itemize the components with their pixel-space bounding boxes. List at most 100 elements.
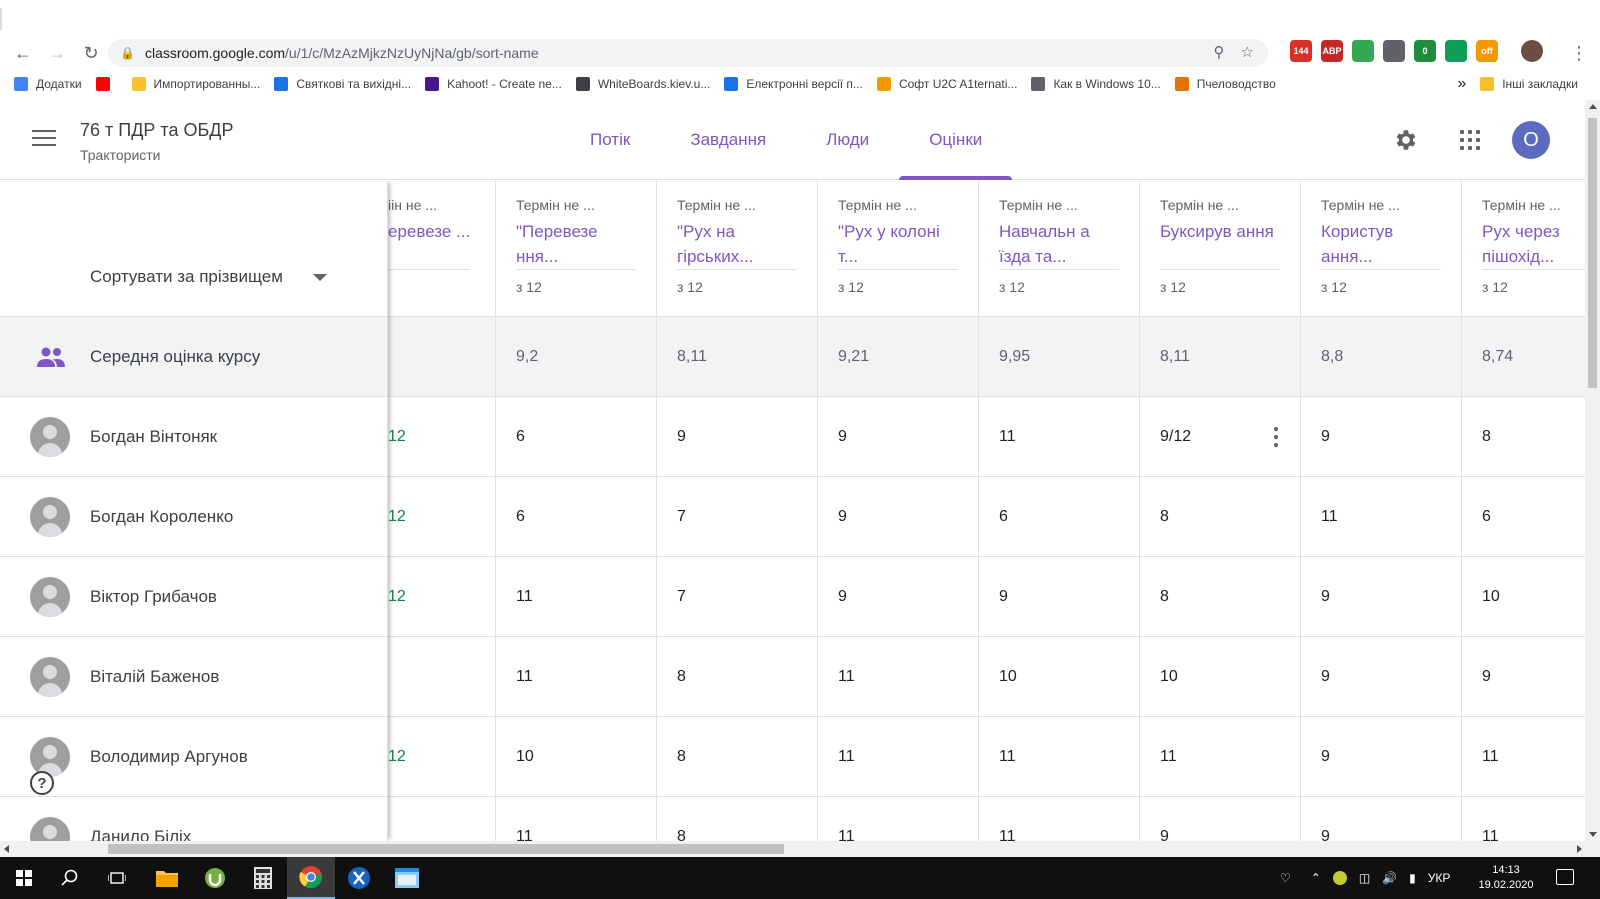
grade-cell[interactable]: 9/12 [1140, 397, 1300, 477]
grade-cell[interactable]: 8 [1140, 477, 1300, 557]
task-view-icon[interactable] [93, 857, 141, 899]
google-apps-icon[interactable] [1460, 130, 1480, 150]
grade-cell[interactable]: 10 [496, 717, 656, 797]
tab-people[interactable]: Люди [826, 130, 870, 149]
bookmark-item[interactable]: WhiteBoards.kiev.u... [575, 77, 710, 91]
student-name[interactable]: Богдан Вінтоняк [90, 426, 218, 446]
grade-cell[interactable]: 9 [1140, 797, 1300, 842]
app-circle-icon[interactable] [335, 857, 383, 899]
utorrent-icon[interactable] [191, 857, 239, 899]
assignment-header[interactable]: Термін не ... Рух через пішохід... з 12 [1462, 181, 1585, 317]
bookmark-item[interactable]: Импортированны... [131, 77, 260, 91]
grade-cell[interactable]: 11 [979, 797, 1139, 842]
grade-cell[interactable]: 8 [657, 637, 817, 717]
bookmark-item[interactable]: Святкові та вихідні... [274, 77, 411, 91]
calendar-ext-icon[interactable]: 144 [1290, 40, 1312, 62]
bookmark-item[interactable]: Електронні версії п... [724, 77, 863, 91]
student-row[interactable]: Богдан Короленко [0, 477, 387, 557]
grade-cell[interactable]: 9 [1301, 637, 1461, 717]
grade-cell[interactable]: 11 [496, 557, 656, 637]
assignment-header[interactable]: іін не ... еревезе ... [388, 181, 495, 317]
grade-cell[interactable]: 11 [818, 717, 978, 797]
notifications-icon[interactable] [1556, 869, 1574, 885]
calculator-icon[interactable] [239, 857, 287, 899]
horizontal-scrollbar[interactable] [0, 841, 1600, 857]
grade-cell[interactable]: 12 [388, 477, 495, 557]
grade-cell[interactable]: 11 [1301, 477, 1461, 557]
language-indicator[interactable]: УКР [1427, 871, 1451, 885]
grade-cell[interactable]: 11 [496, 797, 656, 842]
assignment-title[interactable]: "Рух у колоні т... [838, 222, 940, 266]
grade-cell[interactable]: 8 [1140, 557, 1300, 637]
windows-start-icon[interactable] [0, 857, 48, 899]
grade-cell[interactable]: 9 [1301, 797, 1461, 842]
zoom-icon[interactable]: ⚲ [1213, 44, 1225, 61]
help-icon[interactable]: ? [30, 771, 54, 795]
grade-cell[interactable]: 11 [818, 797, 978, 842]
search-icon[interactable] [46, 857, 94, 899]
vertical-scrollbar[interactable] [1585, 100, 1600, 841]
bookmark-star-icon[interactable]: ☆ [1240, 44, 1254, 61]
file-explorer-icon[interactable] [143, 857, 191, 899]
profile-avatar-icon[interactable] [1521, 40, 1543, 62]
adblock-icon[interactable]: ABP [1321, 40, 1343, 62]
back-icon[interactable]: ← [14, 42, 32, 63]
grade-cell[interactable]: 7 [657, 477, 817, 557]
assignment-header[interactable]: Термін не ... "Рух на гірських... з 12 [657, 181, 817, 317]
grade-cell[interactable]: 8 [1462, 397, 1585, 477]
assignment-header[interactable]: Термін не ... "Рух у колоні т... з 12 [818, 181, 978, 317]
security-tray-icon[interactable] [1332, 871, 1347, 885]
grade-cell[interactable]: 12 [388, 397, 495, 477]
more-options-icon[interactable] [1274, 427, 1278, 447]
grade-cell[interactable]: 9 [818, 477, 978, 557]
bookmark-item[interactable]: Софт U2C A1ternati... [876, 77, 1017, 91]
grade-cell[interactable]: 6 [979, 477, 1139, 557]
grade-cell[interactable]: 9 [1462, 637, 1585, 717]
menu-icon[interactable] [32, 130, 56, 148]
grade-cell[interactable]: 6 [496, 397, 656, 477]
bookmarks-more[interactable]: » [1457, 75, 1467, 92]
vertical-scroll-thumb[interactable] [1588, 118, 1597, 388]
assignment-header[interactable]: Термін не ... Користув ання... з 12 [1301, 181, 1461, 317]
assignment-title[interactable]: еревезе ... [388, 222, 471, 241]
tab-stream[interactable]: Потік [590, 130, 631, 149]
window-ext-icon[interactable] [1383, 40, 1405, 62]
battery-icon[interactable]: ▮ [1409, 871, 1416, 885]
grade-cell[interactable]: 11 [1462, 797, 1585, 842]
grade-cell[interactable]: 9 [979, 557, 1139, 637]
assignment-title[interactable]: Навчальн а їзда та... [999, 222, 1090, 266]
student-row[interactable]: Віталій Баженов [0, 637, 387, 717]
assignment-title[interactable]: Користув ання... [1321, 222, 1394, 266]
grade-cell[interactable] [388, 797, 495, 841]
bookmark-item[interactable] [95, 77, 118, 91]
assignment-title[interactable]: Рух через пішохід... [1482, 222, 1560, 266]
student-name[interactable]: Володимир Аргунов [90, 746, 248, 766]
horizontal-scroll-thumb[interactable] [108, 844, 784, 854]
grade-cell[interactable]: 12 [388, 717, 495, 797]
grade-cell[interactable]: 7 [657, 557, 817, 637]
reload-icon[interactable]: ↻ [83, 42, 99, 63]
student-row[interactable]: Данило Біліх [0, 797, 387, 841]
student-name[interactable]: Віктор Грибачов [90, 586, 217, 606]
assignment-title[interactable]: Буксирув ання [1160, 222, 1274, 241]
grade-cell[interactable]: 11 [818, 637, 978, 717]
bookmark-item[interactable]: Kahoot! - Create ne... [425, 77, 562, 91]
grade-cell[interactable]: 12 [388, 557, 495, 637]
grade-cell[interactable]: 6 [496, 477, 656, 557]
grade-cell[interactable]: 9 [818, 397, 978, 477]
assignment-title[interactable]: "Рух на гірських... [677, 222, 754, 266]
person-tray-icon[interactable]: ♡ [1280, 871, 1291, 885]
student-name[interactable]: Віталій Баженов [90, 666, 220, 686]
settings-gear-icon[interactable] [1392, 127, 1418, 153]
grade-cell[interactable]: 8 [657, 717, 817, 797]
bookmark-item[interactable]: Додатки [14, 77, 82, 91]
assignment-header[interactable]: Термін не ... Навчальн а їзда та... з 12 [979, 181, 1139, 317]
grade-cell[interactable]: 9 [1301, 557, 1461, 637]
grade-cell[interactable]: 10 [1140, 637, 1300, 717]
class-title[interactable]: 76 т ПДР та ОБДР [80, 120, 234, 140]
grade-cell[interactable]: 11 [496, 637, 656, 717]
tab-grades[interactable]: Оцінки [899, 100, 1013, 180]
grade-cell[interactable]: 6 [1462, 477, 1585, 557]
grade-cell[interactable] [388, 637, 495, 717]
shield-ext-icon[interactable]: 0 [1414, 40, 1436, 62]
